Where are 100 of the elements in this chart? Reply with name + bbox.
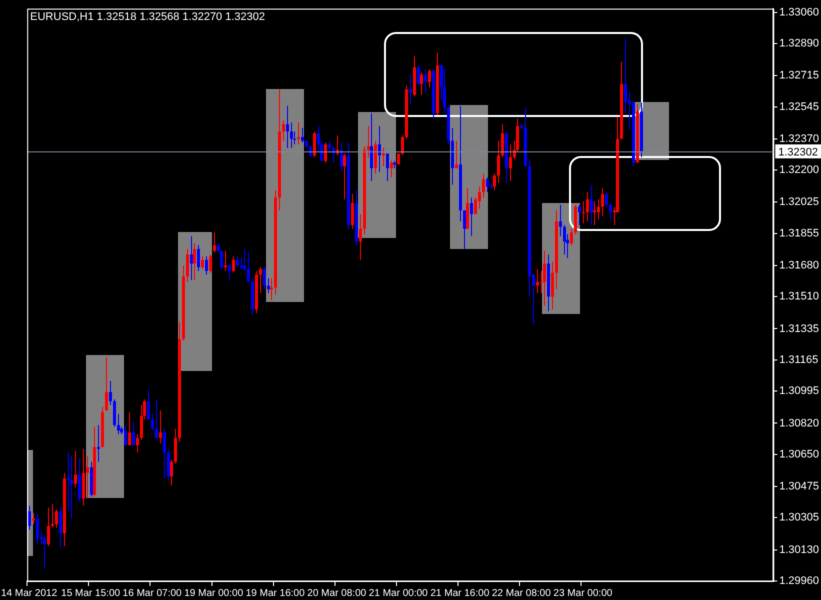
candlestick — [190, 236, 193, 281]
candlestick — [455, 140, 458, 169]
candlestick — [259, 266, 262, 294]
candlestick — [486, 176, 489, 193]
y-tick-label: 1.32200 — [779, 164, 820, 176]
candlestick — [286, 105, 289, 149]
candlestick — [193, 242, 196, 281]
candlestick — [47, 507, 50, 547]
candlestick — [124, 424, 127, 446]
candlestick — [228, 263, 231, 281]
candlestick — [232, 256, 235, 274]
candlestick — [409, 74, 412, 104]
candlestick — [582, 200, 585, 224]
candlestick — [597, 198, 600, 220]
candlestick — [78, 458, 81, 503]
candlestick — [59, 507, 62, 548]
candlestick — [601, 188, 604, 216]
candlestick — [201, 256, 204, 270]
candlestick — [401, 134, 404, 156]
candlestick — [243, 248, 246, 272]
candlestick — [147, 390, 150, 420]
candlestick — [501, 124, 504, 158]
candlestick — [374, 140, 377, 174]
candlestick — [70, 456, 73, 520]
candlestick — [155, 398, 158, 440]
x-tick-label: 19 Mar 00:00 — [184, 588, 244, 599]
candlestick — [282, 120, 285, 142]
candlestick — [417, 64, 420, 86]
candlestick — [470, 197, 473, 237]
candlestick — [236, 256, 239, 268]
y-tick-label: 1.31680 — [779, 259, 820, 272]
candlestick — [497, 140, 500, 184]
candlestick — [578, 204, 581, 226]
candlestick — [163, 428, 166, 479]
x-tick-label: 15 Mar 15:00 — [61, 588, 121, 599]
candlestick — [43, 534, 46, 569]
candlestick — [343, 153, 346, 200]
candlestick — [74, 450, 77, 488]
candlestick — [297, 122, 300, 145]
y-tick-label: 1.33060 — [779, 6, 820, 18]
candlestick — [301, 127, 304, 144]
candlestick — [328, 140, 331, 154]
candlestick — [174, 428, 177, 464]
candlestick — [97, 424, 100, 462]
candlestick — [386, 153, 389, 182]
candlestick — [551, 261, 554, 310]
candlestick — [167, 448, 170, 481]
candlestick — [105, 356, 108, 411]
candlestick — [247, 252, 250, 282]
x-tick-label: 22 Mar 08:00 — [492, 588, 552, 599]
x-tick-label: 14 Mar 2012 — [1, 588, 58, 599]
y-tick-label: 1.30650 — [779, 448, 820, 460]
y-tick-label: 1.31855 — [779, 227, 820, 240]
candlestick — [351, 193, 354, 230]
y-tick-label: 1.31510 — [779, 290, 820, 303]
candlestick — [624, 37, 627, 114]
x-tick-label: 23 Mar 00:00 — [553, 588, 613, 599]
candlestick — [113, 398, 116, 428]
candlestick — [224, 250, 227, 272]
x-tick-label: 16 Mar 07:00 — [122, 588, 182, 599]
candlestick — [270, 278, 273, 301]
candlestick — [509, 144, 512, 182]
candlestick — [586, 192, 589, 222]
candlestick — [128, 412, 131, 446]
candlestick — [359, 214, 362, 260]
candlestick — [209, 254, 212, 274]
y-tick-label: 1.30130 — [779, 544, 820, 556]
candlestick — [536, 268, 539, 294]
candlestick — [28, 505, 31, 530]
candlestick — [313, 131, 316, 158]
y-tick-label: 1.32025 — [779, 196, 820, 208]
x-tick-label: 19 Mar 16:00 — [246, 588, 306, 599]
y-tick-label: 1.30995 — [779, 385, 820, 398]
y-tick-label: 1.31165 — [779, 354, 818, 366]
candlestick — [382, 148, 385, 167]
candlestick — [136, 434, 139, 454]
candlestick — [420, 72, 423, 96]
candlestick — [424, 68, 427, 94]
candlestick — [290, 122, 293, 149]
candlestick — [186, 248, 189, 282]
candlestick — [51, 503, 54, 528]
candlestick — [109, 380, 112, 406]
x-tick-label: 21 Mar 16:00 — [430, 588, 490, 599]
y-tick-label: 1.32370 — [779, 132, 820, 145]
candlestick — [117, 414, 120, 435]
y-tick-label: 1.32890 — [779, 37, 820, 50]
y-tick-label: 1.29960 — [779, 575, 820, 588]
candlestick — [609, 202, 612, 220]
candlestick — [563, 224, 566, 255]
candlestick — [570, 228, 573, 246]
y-tick-label: 1.30305 — [779, 512, 820, 524]
candlestick — [324, 142, 327, 164]
candlestick — [151, 414, 154, 432]
y-tick-label: 1.31335 — [779, 322, 820, 335]
y-tick-label: 1.32715 — [779, 70, 820, 82]
candlestick — [197, 244, 200, 272]
chart-title: EURUSD,H1 1.32518 1.32568 1.32270 1.32302 — [30, 11, 265, 24]
candlestick — [378, 126, 381, 172]
candlestick — [213, 232, 216, 254]
candlestick — [240, 258, 243, 270]
